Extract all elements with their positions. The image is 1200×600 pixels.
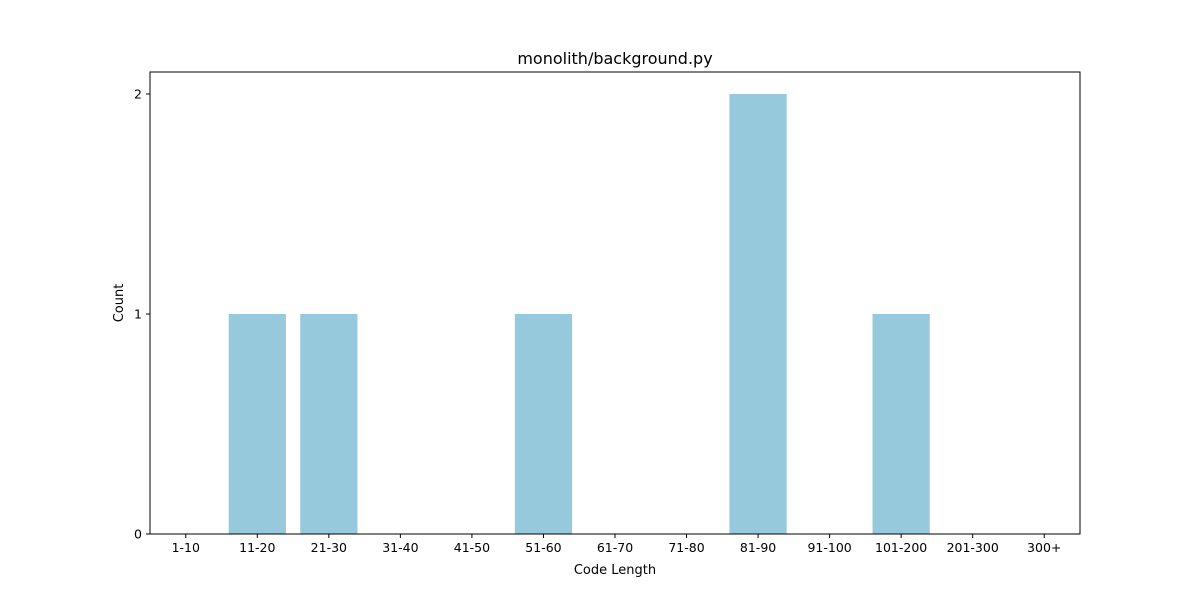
bar-21-30 bbox=[300, 314, 358, 534]
x-tick-label: 31-40 bbox=[382, 540, 418, 555]
x-axis-ticks: 1-10 11-20 21-30 31-40 41-50 51-60 61-70 71-80 8… bbox=[172, 534, 1061, 555]
x-tick-label: 91-100 bbox=[807, 540, 851, 555]
bars bbox=[228, 94, 930, 534]
x-tick-label: 101-200 bbox=[875, 540, 927, 555]
bar-11-20 bbox=[228, 314, 286, 534]
x-tick-label: 51-60 bbox=[525, 540, 561, 555]
chart-title: monolith/background.py bbox=[517, 49, 712, 68]
bar-101-200 bbox=[872, 314, 930, 534]
x-tick-label: 11-20 bbox=[239, 540, 275, 555]
bar-51-60 bbox=[514, 314, 573, 534]
x-tick-label: 1-10 bbox=[172, 540, 200, 555]
y-tick-label: 1 bbox=[134, 307, 142, 322]
x-tick-label: 41-50 bbox=[454, 540, 490, 555]
x-tick-label: 81-90 bbox=[740, 540, 776, 555]
x-tick-label: 21-30 bbox=[311, 540, 347, 555]
x-tick-label: 201-300 bbox=[947, 540, 999, 555]
x-tick-label: 61-70 bbox=[597, 540, 633, 555]
bar-81-90 bbox=[729, 94, 787, 534]
x-tick-label: 71-80 bbox=[668, 540, 704, 555]
x-tick-label: 300+ bbox=[1027, 540, 1061, 555]
y-axis-label: Count bbox=[112, 284, 127, 323]
y-tick-label: 0 bbox=[134, 527, 142, 542]
y-axis-ticks: 0 1 2 bbox=[134, 87, 150, 542]
x-axis-label: Code Length bbox=[574, 563, 656, 578]
y-tick-label: 2 bbox=[134, 87, 142, 102]
plot-frame bbox=[149, 71, 1081, 535]
